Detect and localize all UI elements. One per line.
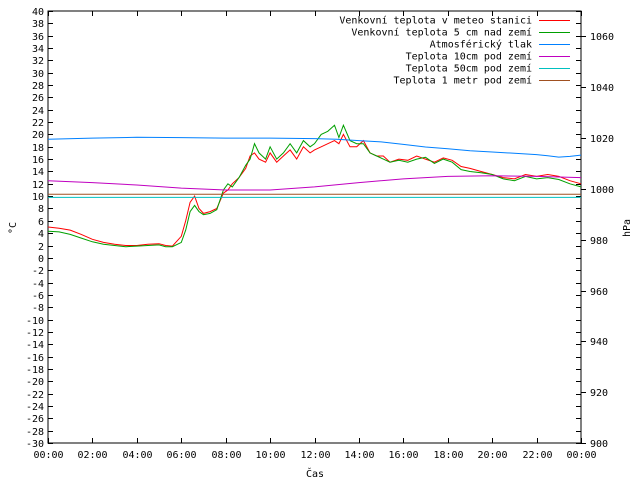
- legend-label-4: Teplota 10cm pod zemí: [406, 51, 532, 63]
- y2-tick-label: 1020: [590, 134, 614, 145]
- x-tick-label: 10:00: [255, 450, 285, 461]
- legend-label-3: Atmosférický tlak: [430, 39, 532, 51]
- x-tick-label: 04:00: [122, 450, 152, 461]
- y2-tick-label: 920: [590, 388, 608, 399]
- y-tick-label: -28: [26, 427, 44, 438]
- y-tick-label: 30: [32, 69, 44, 80]
- y-tick-label: -12: [26, 328, 44, 339]
- x-tick-label: 20:00: [477, 450, 507, 461]
- x-tick-label: 12:00: [300, 450, 330, 461]
- y-tick-label: 0: [38, 254, 44, 265]
- y-tick-label: -18: [26, 365, 44, 376]
- series-line-2: [47, 123, 582, 248]
- legend-label-1: Venkovní teplota v meteo stanici: [339, 15, 532, 27]
- y-tick-label: 32: [32, 56, 44, 67]
- x-tick-label: 14:00: [344, 450, 374, 461]
- legend-label-2: Venkovní teplota 5 cm nad zemí: [351, 27, 532, 39]
- y-tick-label: 6: [38, 217, 44, 228]
- x-tick-label: 22:00: [522, 450, 552, 461]
- y-tick-label: 34: [32, 44, 44, 55]
- x-tick-label: 06:00: [166, 450, 196, 461]
- y2-tick-label: 900: [590, 439, 608, 450]
- series-line-1: [47, 133, 582, 247]
- y-tick-label: -14: [26, 340, 44, 351]
- x-tick-label: 00:00: [33, 450, 63, 461]
- axes: 4038363432302826242220181614121086420-2-…: [26, 7, 614, 461]
- y-tick-label: 4: [38, 229, 44, 240]
- x-tick-label: 08:00: [211, 450, 241, 461]
- legend-label-5: Teplota 50cm pod zemí: [406, 63, 532, 75]
- y-tick-label: -22: [26, 390, 44, 401]
- y2-tick-label: 960: [590, 287, 608, 298]
- y-tick-label: 2: [38, 242, 44, 253]
- y-tick-label: 38: [32, 19, 44, 30]
- y-axis-label: °C: [8, 222, 19, 234]
- y-tick-label: -30: [26, 439, 44, 450]
- y-tick-label: 12: [32, 180, 44, 191]
- y2-tick-label: 1040: [590, 83, 614, 94]
- series-line-4: [47, 175, 582, 191]
- y2-tick-label: 1060: [590, 32, 614, 43]
- x-tick-label: 16:00: [388, 450, 418, 461]
- y2-axis-label: hPa: [622, 219, 633, 237]
- y-tick-label: 26: [32, 93, 44, 104]
- y-tick-label: 18: [32, 143, 44, 154]
- y-tick-label: 16: [32, 155, 44, 166]
- y-tick-label: 24: [32, 106, 44, 117]
- y-tick-label: -4: [32, 279, 44, 290]
- y-tick-label: 22: [32, 118, 44, 129]
- y-tick-label: -24: [26, 402, 44, 413]
- y2-tick-label: 940: [590, 337, 608, 348]
- x-tick-label: 18:00: [433, 450, 463, 461]
- y-tick-label: -26: [26, 414, 44, 425]
- y-tick-label: -2: [32, 266, 44, 277]
- y-tick-label: -20: [26, 377, 44, 388]
- y-tick-label: 10: [32, 192, 44, 203]
- y-tick-label: 14: [32, 167, 44, 178]
- y-tick-label: 8: [38, 204, 44, 215]
- y-tick-label: 40: [32, 7, 44, 18]
- y2-tick-label: 1000: [590, 185, 614, 196]
- legend: Venkovní teplota v meteo staniciVenkovní…: [339, 15, 570, 87]
- y-tick-label: -10: [26, 316, 44, 327]
- x-tick-label: 02:00: [77, 450, 107, 461]
- series-lines: [47, 123, 582, 248]
- x-axis-label: Čas: [306, 467, 324, 480]
- y-tick-label: 36: [32, 32, 44, 43]
- x-tick-label: 00:00: [566, 450, 596, 461]
- y2-tick-label: 980: [590, 236, 608, 247]
- y-tick-label: -6: [32, 291, 44, 302]
- y-tick-label: 20: [32, 130, 44, 141]
- legend-label-6: Teplota 1 metr pod zemí: [394, 75, 532, 87]
- y-tick-label: 28: [32, 81, 44, 92]
- y-tick-label: -8: [32, 303, 44, 314]
- series-line-3: [47, 136, 582, 158]
- y-tick-label: -16: [26, 353, 44, 364]
